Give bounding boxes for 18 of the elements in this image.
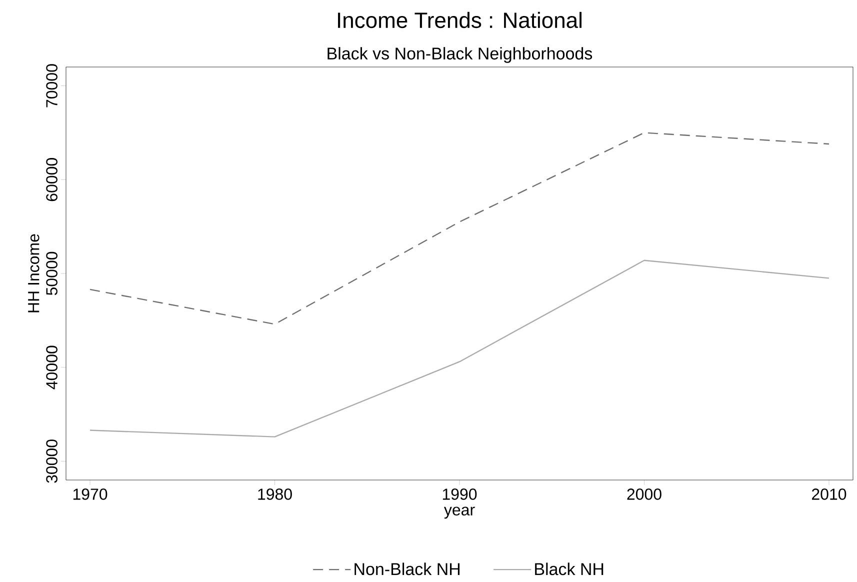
chart-title: Income Trends : National (338, 12, 582, 28)
y-axis-title: HH Income (28, 234, 40, 312)
line-series (89, 260, 830, 438)
y-tick-label: 70000 (46, 64, 58, 108)
x-tick-label: 1980 (258, 488, 292, 500)
chart-subtitle: Black vs Non-Black Neighborhoods (328, 47, 592, 63)
legend-label: Black NH (535, 562, 604, 576)
legend-label: Non-Black NH (354, 562, 460, 576)
y-tick-label: 40000 (46, 346, 58, 390)
x-tick-label: 1970 (73, 488, 108, 500)
x-tick-label: 2000 (627, 488, 662, 500)
x-tick-label: 2010 (812, 488, 846, 500)
line-series (89, 132, 830, 325)
y-tick-label: 50000 (46, 252, 58, 296)
x-axis-title: year (444, 506, 475, 519)
y-tick-label: 30000 (46, 440, 58, 483)
x-tick-label: 1990 (442, 488, 477, 500)
y-tick-label: 60000 (46, 158, 58, 202)
